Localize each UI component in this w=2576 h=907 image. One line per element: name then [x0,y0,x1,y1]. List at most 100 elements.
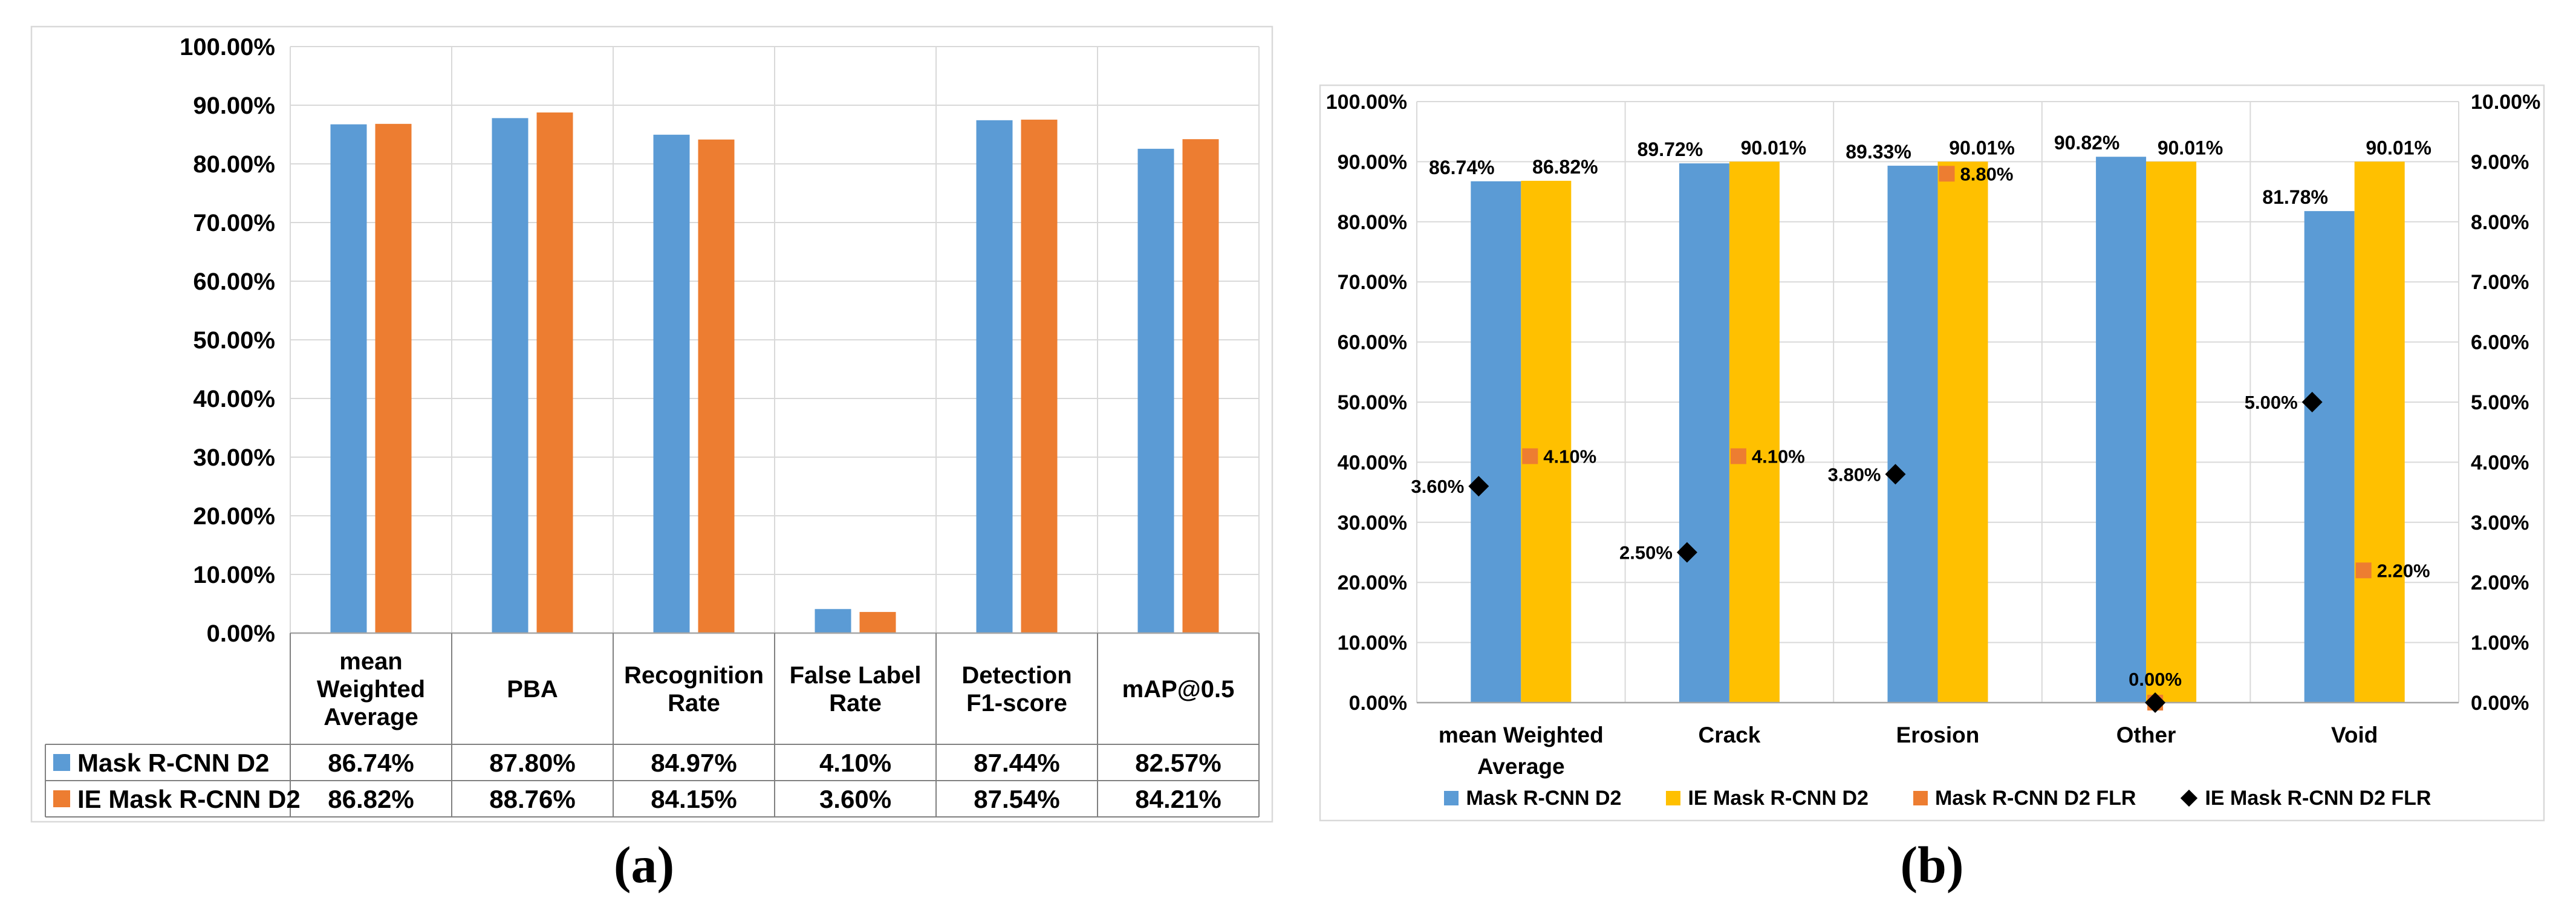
legend-item: Mask R-CNN D2 [1444,787,1621,810]
bar-blue [492,118,529,634]
marker-data-label: 2.50% [1619,542,1673,564]
legend-square-icon [1913,791,1928,805]
marker-data-label: 8.80% [1960,163,2014,184]
table-cell-value: 84.97% [651,749,737,777]
table-header: PBA [507,676,558,703]
bar-yellow [1521,181,1572,703]
y-tick-label-left: 80.00% [1338,211,1407,234]
legend-item: IE Mask R-CNN D2 [1666,787,1869,810]
series-name: Mask R-CNN D2 [77,749,269,777]
bar-yellow [1937,161,1988,703]
bar-orange [1021,119,1058,633]
series-name: IE Mask R-CNN D2 [77,785,301,813]
table-header: Rate [668,690,720,717]
y-tick-label: 40.00% [193,386,275,412]
bar-blue [653,134,690,633]
y-tick-label-right: 7.00% [2471,271,2529,294]
y-tick-label-right: 0.00% [2471,692,2529,715]
y-tick-label-right: 2.00% [2471,571,2529,594]
y-tick-label-left: 50.00% [1338,391,1407,414]
bar-data-label: 81.78% [2262,186,2328,208]
figure-b: 0.00% 0.00% 10.00% 1.00% 20.00% 2.00% 30.00% 3.… [1288,0,2576,907]
bar-blue [1679,163,1729,703]
legend-label: IE Mask R-CNN D2 FLR [2205,786,2431,810]
table-cell-value: 84.15% [651,785,737,813]
y-tick-label: 70.00% [193,210,275,236]
table-header: Recognition [624,662,764,689]
table-cell-value: 82.57% [1135,749,1221,777]
y-tick-label: 0.00% [207,620,275,647]
bar-data-label: 90.01% [1741,137,1807,158]
bar-data-label: 86.82% [1532,156,1598,178]
series-swatch [53,754,70,771]
marker-square [1730,448,1746,464]
bar-blue [2096,157,2147,703]
chart-b-svg: 0.00% 0.00%10.00% 1.00%20.00% 2.00%30.00% 3.… [1319,84,2545,822]
figure-a: 0.00% 10.00% 20.00% 30.00% 40.00% 50.00% 60.00… [30,25,1273,894]
chart-a-border [30,25,1273,823]
bar-blue [815,609,851,633]
bar-yellow [2146,161,2197,703]
y-tick-label: 80.00% [193,151,275,178]
table-cell-value: 3.60% [819,785,891,813]
table-header: False Label [790,662,922,689]
figure-a-caption: (a) [613,836,675,894]
table-cell-value: 84.21% [1135,785,1221,813]
table-cell-value: 86.74% [328,749,414,777]
bar-blue [1137,149,1174,634]
bar-data-label: 89.33% [1846,141,1911,163]
bar-blue [330,124,367,633]
legend-square-icon [1444,791,1459,805]
y-tick-label-right: 4.00% [2471,451,2529,474]
marker-square [1939,166,1955,182]
y-tick-label-right: 8.00% [2471,211,2529,234]
y-tick-label: 20.00% [193,503,275,530]
chart-a-svg: 0.00% 10.00% 20.00% 30.00% 40.00% 50.00% 60.00… [30,25,1273,823]
marker-data-label: 4.10% [1543,446,1596,467]
marker-data-label: 3.60% [1411,476,1464,497]
y-tick-label: 10.00% [193,562,275,588]
legend-diamond-icon [2181,789,2198,807]
legend-label: Mask R-CNN D2 FLR [1934,786,2136,810]
y-tick-label-right: 6.00% [2471,331,2529,354]
category-label: Other [2116,723,2176,747]
table-cell-value: 87.80% [489,749,575,777]
marker-diamond [1885,464,1906,485]
bar-orange [859,612,896,633]
marker-square [2355,562,2372,579]
category-label: Average [1477,754,1565,779]
bar-orange [698,139,735,633]
legend-square-icon [1666,791,1681,805]
y-tick-label: 90.00% [193,93,275,119]
marker-diamond [1676,542,1697,563]
bar-orange [536,112,573,633]
y-tick-label-left: 70.00% [1338,271,1407,294]
bar-blue [2304,211,2355,703]
table-cell-value: 4.10% [819,749,891,777]
y-tick-label-right: 5.00% [2471,391,2529,414]
bar-data-label: 90.01% [1949,137,2015,158]
bar-blue [1887,166,1938,703]
marker-diamond [2301,392,2323,412]
bar-data-label: 90.01% [2158,137,2223,158]
table-header: Weighted [317,676,425,703]
y-tick-label: 50.00% [193,327,275,354]
marker-data-label: 0.00% [2129,669,2182,690]
table-cell-value: 88.76% [489,785,575,813]
bar-blue [976,120,1013,633]
marker-square [1522,448,1538,464]
y-tick-label-left: 100.00% [1326,91,1407,114]
table-header: Rate [829,690,882,717]
figure-b-caption: (b) [1900,836,1964,894]
y-tick-label-left: 20.00% [1338,571,1407,594]
category-label: Void [2331,723,2378,747]
bar-yellow [1729,161,1780,703]
y-tick-label-left: 30.00% [1338,512,1407,535]
bar-data-label: 90.82% [2054,132,2120,154]
bar-orange [1182,139,1219,634]
marker-diamond [2145,692,2166,713]
y-tick-label-right: 3.00% [2471,512,2529,535]
marker-data-label: 3.80% [1828,464,1881,485]
table-header: mean [339,648,403,675]
